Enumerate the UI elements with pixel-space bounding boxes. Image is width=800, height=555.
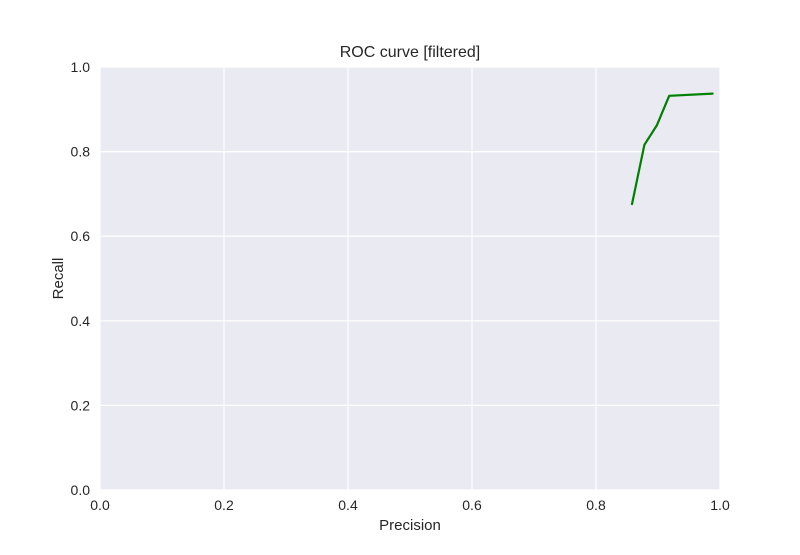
plot-area <box>100 67 720 490</box>
x-axis-label: Precision <box>379 517 441 534</box>
x-tick-label: 0.8 <box>586 497 606 513</box>
x-tick-label: 0.6 <box>462 497 482 513</box>
y-tick-label: 0.0 <box>71 482 91 498</box>
y-tick-label: 0.2 <box>71 397 91 413</box>
grid-lines <box>99 66 721 491</box>
y-tick-label: 0.8 <box>71 144 91 160</box>
y-tick-label: 1.0 <box>71 59 91 75</box>
chart-title: ROC curve [filtered] <box>340 44 480 61</box>
x-tick-label: 0.4 <box>338 497 358 513</box>
x-tick-label: 0.0 <box>90 497 110 513</box>
series-layer <box>630 92 714 206</box>
y-axis-label: Recall <box>50 258 67 300</box>
y-tick-label: 0.4 <box>71 313 91 329</box>
roc-curve-line <box>630 92 714 206</box>
x-tick-label: 1.0 <box>710 497 730 513</box>
tick-labels: 0.0 0.2 0.4 0.6 0.8 1.0 0.0 0.2 0.4 0.6 0.8 1.0 <box>71 59 730 513</box>
y-tick-label: 0.6 <box>71 228 91 244</box>
x-tick-label: 0.2 <box>214 497 234 513</box>
